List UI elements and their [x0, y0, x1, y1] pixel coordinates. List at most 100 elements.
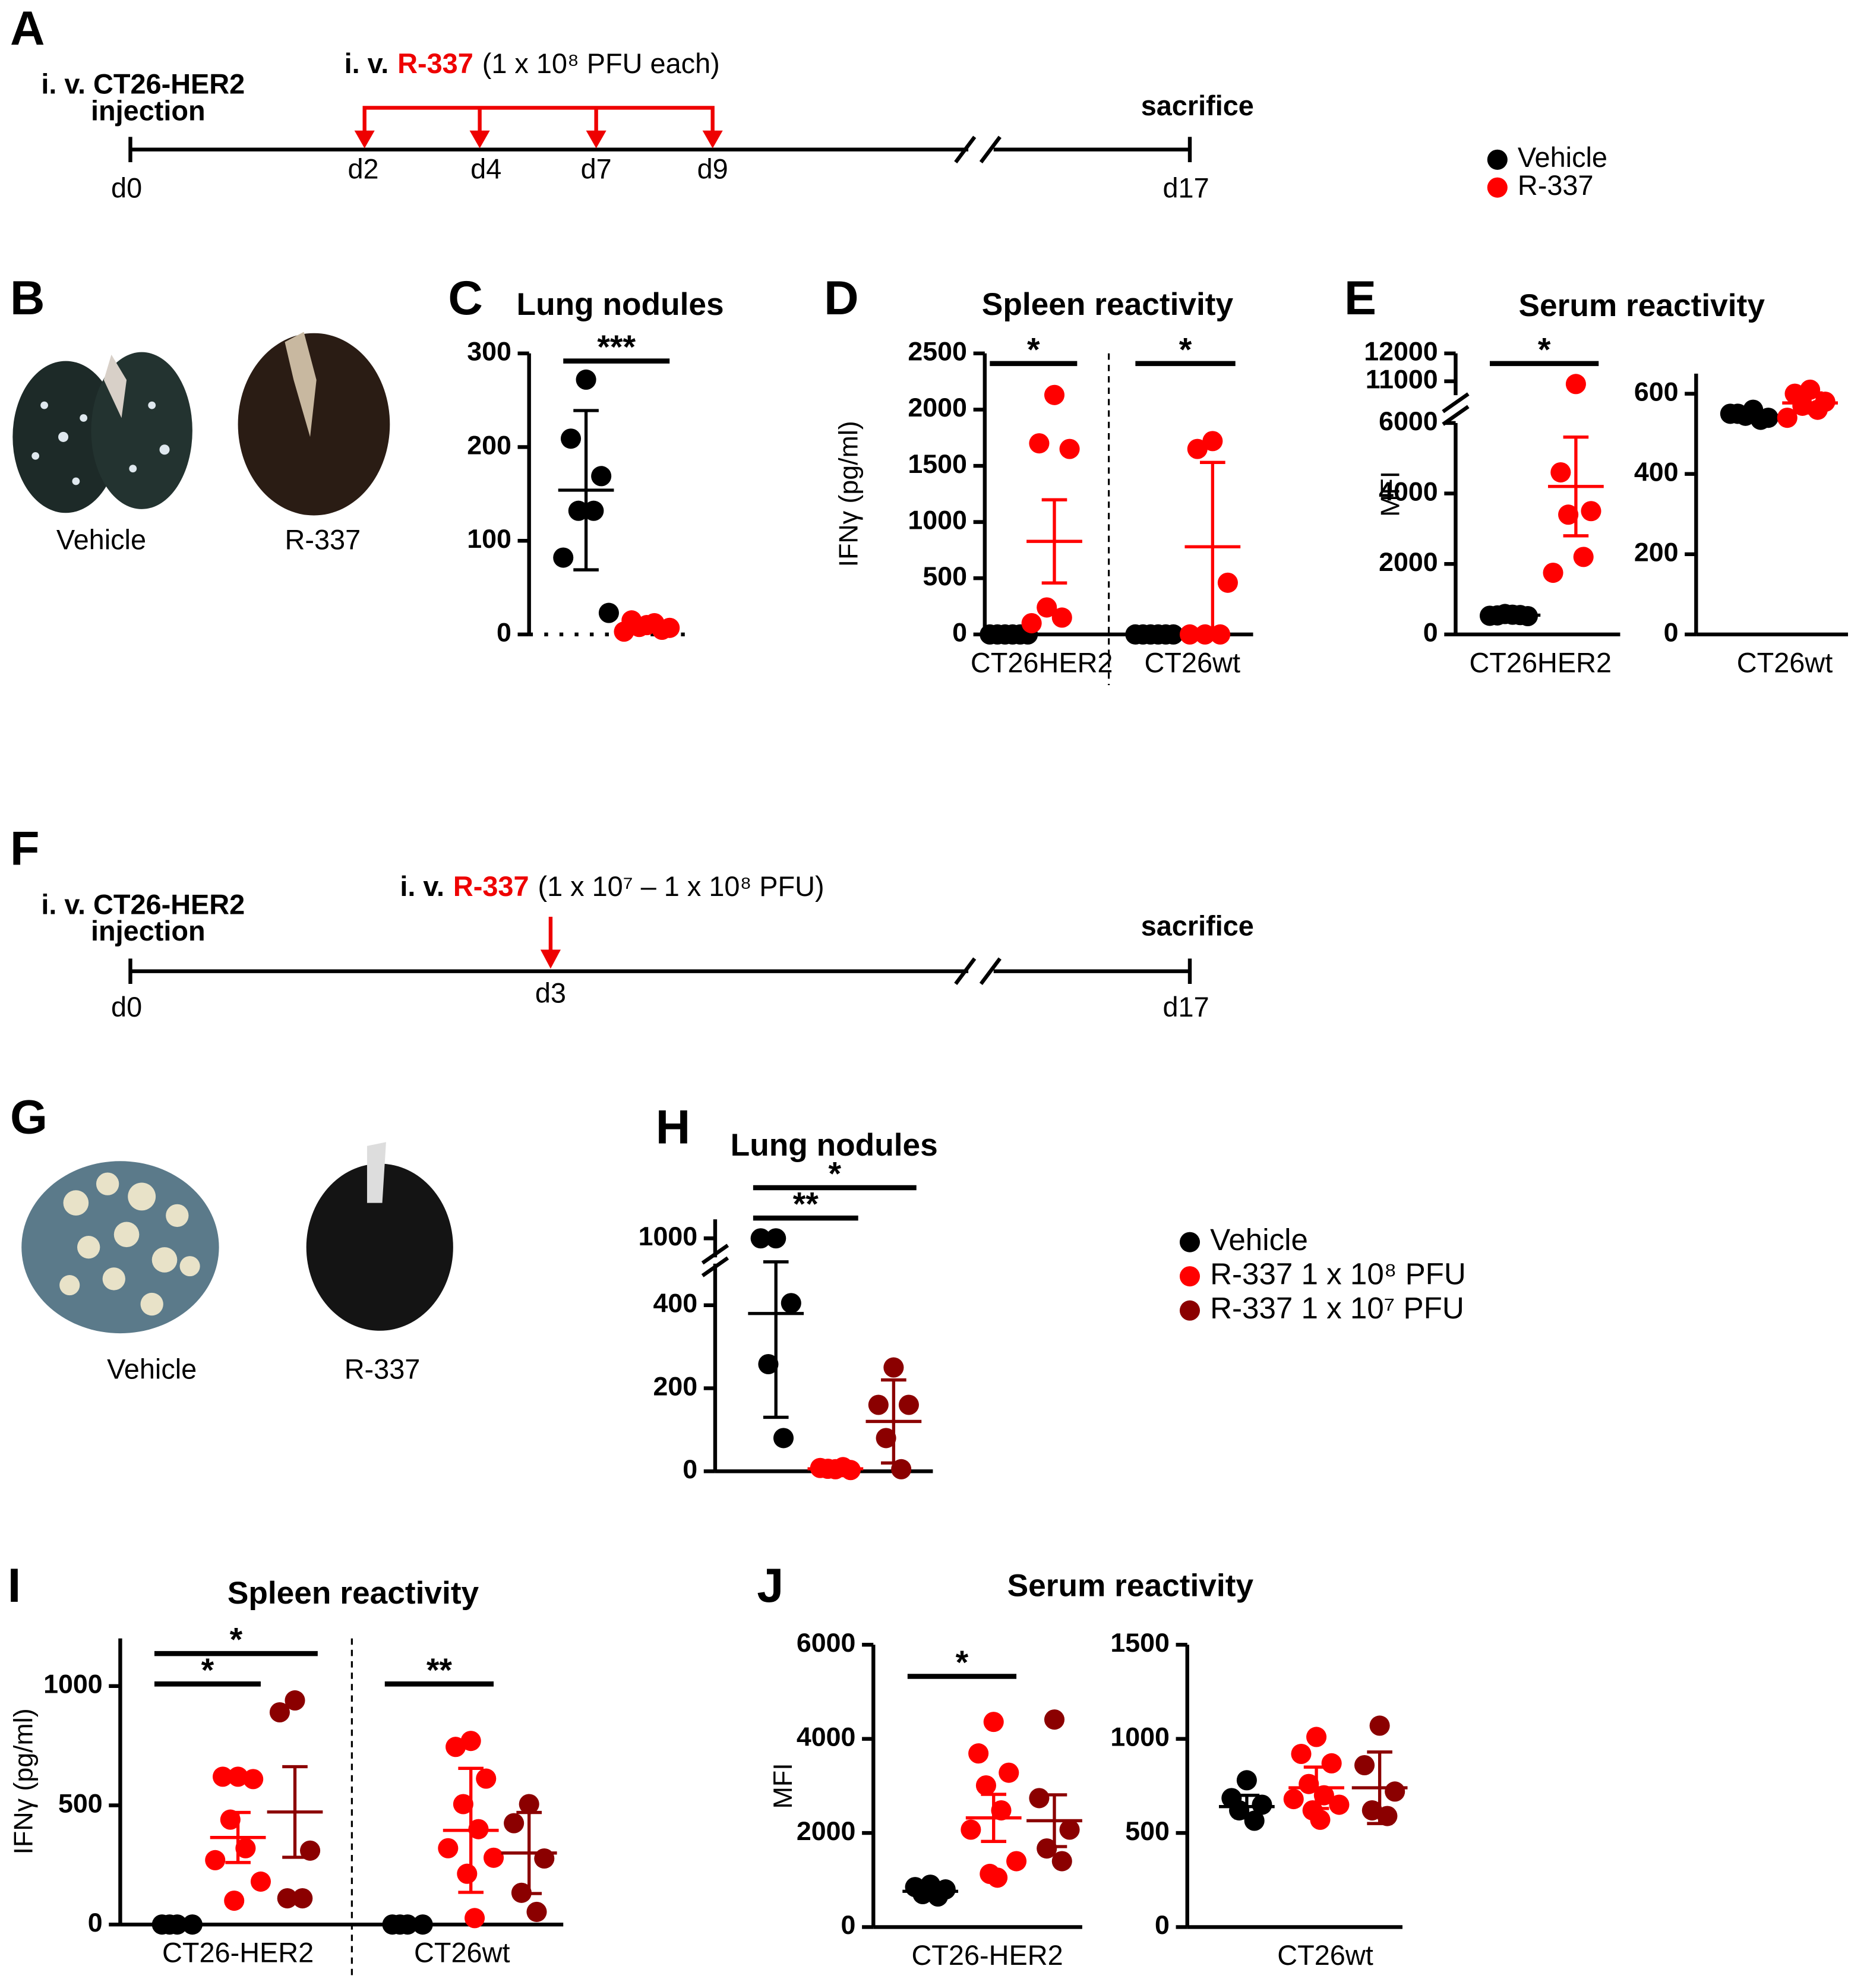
x-tick-label: CT26-HER2: [162, 1937, 314, 1968]
error-bar: [282, 1765, 308, 1859]
dot: [961, 1819, 981, 1840]
legend-marker: [1179, 1300, 1201, 1321]
panel-label: C: [448, 272, 482, 325]
timeline-start: i. v. CT26-HER2: [41, 69, 245, 100]
dose: (1 x 10⁷ – 1 x 10⁸ PFU): [538, 872, 824, 903]
dot: [1195, 624, 1215, 645]
dot: [781, 1293, 801, 1314]
timeline-start: injection: [91, 916, 206, 946]
dot: [1310, 1809, 1331, 1830]
significance-label: *: [230, 1621, 243, 1658]
panel-label: D: [824, 272, 858, 325]
error-bar: [1500, 613, 1525, 618]
dot: [460, 1731, 481, 1752]
dot: [1354, 1755, 1375, 1776]
day-label: d0: [111, 172, 142, 203]
axis-break: [979, 135, 1002, 163]
significance-label: *: [201, 1652, 214, 1689]
dot: [243, 1769, 264, 1790]
dot: [750, 1228, 771, 1249]
panel-label: F: [10, 822, 39, 876]
y-tick-label: 0: [841, 1910, 856, 1940]
dot: [1236, 1770, 1257, 1791]
dot: [568, 500, 589, 521]
legend-marker: [1179, 1266, 1201, 1287]
dot: [1210, 624, 1231, 645]
error-bar: [516, 1810, 542, 1895]
y-tick-label: 0: [952, 618, 967, 648]
panel-label: B: [10, 272, 45, 325]
dot: [1059, 438, 1080, 459]
dot: [876, 1428, 896, 1449]
panel-label: G: [10, 1090, 48, 1144]
axis-break: [701, 1244, 729, 1265]
route: i. v.: [345, 48, 389, 79]
error-bar: [881, 1378, 906, 1465]
y-tick-label: 2500: [908, 337, 967, 367]
error-bar: [1234, 1794, 1260, 1820]
legend-label: R-337 1 x 10⁸ PFU: [1210, 1257, 1466, 1291]
nodules: [59, 1172, 200, 1316]
day-label: d9: [697, 153, 728, 184]
dot: [868, 1394, 889, 1415]
dot: [300, 1840, 321, 1861]
significance-label: ***: [597, 329, 636, 365]
route: i. v.: [400, 872, 444, 903]
y-tick-label: 600: [1634, 377, 1679, 406]
photo-label: Vehicle: [107, 1353, 197, 1384]
lung: [306, 1163, 453, 1331]
nodules: [31, 401, 170, 485]
timeline: i. v. CT26-HER2 injection i. v. R-337 (1 x…: [41, 48, 1254, 203]
dot: [277, 1888, 298, 1909]
dose: (1 x 10⁸ PFU each): [482, 48, 720, 79]
chart-title: Serum reactivity: [1518, 288, 1765, 323]
day-label: d17: [1163, 172, 1209, 203]
chart-title: Lung nodules: [517, 287, 724, 322]
chart: 0 2000 4000 6000 Serum reactivity MFI CT26-HER…: [768, 1568, 1254, 1971]
error-bar: [1200, 460, 1225, 633]
axis-break: [1442, 392, 1470, 414]
lung: [238, 333, 390, 516]
chart-title: Lung nodules: [731, 1128, 938, 1163]
dot: [766, 1228, 786, 1249]
y-tick-label: 1500: [1110, 1628, 1170, 1658]
dot: [883, 1357, 904, 1378]
dot: [1244, 1810, 1265, 1831]
dot: [1217, 572, 1238, 593]
y-tick-label: 100: [467, 524, 511, 554]
panel-label: J: [757, 1559, 784, 1613]
trachea: [367, 1142, 386, 1203]
dot: [250, 1871, 271, 1892]
dot: [987, 1867, 1008, 1888]
error-bar: [823, 1466, 848, 1472]
error-bar: [1563, 436, 1589, 538]
legend-marker: [1179, 1232, 1201, 1252]
y-tick-label: 400: [1634, 457, 1679, 487]
treatment-label: i. v. R-337 (1 x 10⁷ – 1 x 10⁸ PFU): [400, 872, 824, 903]
dot: [583, 500, 604, 521]
y-tick-label: 2000: [1379, 547, 1438, 577]
error-bar: [1367, 1750, 1392, 1825]
axis-break: [979, 957, 1002, 985]
dot: [212, 1766, 233, 1787]
y-tick-label: 400: [653, 1289, 697, 1318]
dot: [1385, 1781, 1405, 1802]
dot: [999, 1762, 1019, 1783]
dot: [1051, 607, 1072, 628]
y-tick-label: 300: [467, 337, 511, 367]
legend-marker: [1487, 149, 1508, 170]
legend-label: Vehicle: [1210, 1223, 1308, 1257]
x-tick-label: CT26wt: [1277, 1940, 1373, 1971]
dot: [1777, 408, 1797, 428]
y-tick-label: 1000: [1110, 1722, 1170, 1752]
dot: [534, 1848, 555, 1869]
dot: [1029, 433, 1050, 454]
arrow-head: [540, 949, 561, 969]
legend-marker: [1487, 177, 1508, 198]
error-bar: [1797, 391, 1823, 415]
dot: [576, 369, 596, 390]
panel-label: A: [10, 2, 45, 55]
dot: [898, 1394, 919, 1415]
